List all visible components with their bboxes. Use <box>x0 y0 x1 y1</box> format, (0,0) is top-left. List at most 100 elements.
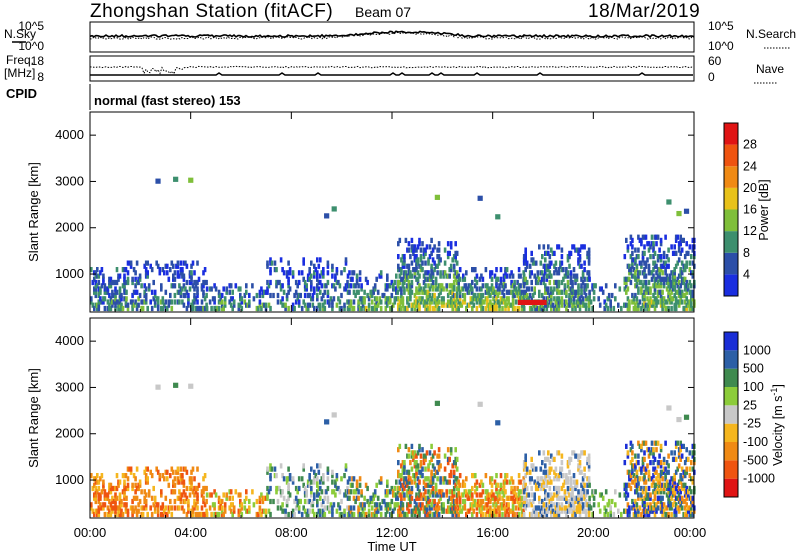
power-cell <box>545 296 549 302</box>
power-cell <box>493 302 497 308</box>
power-cell <box>131 305 134 312</box>
velocity-cell <box>199 511 202 518</box>
velocity-cell <box>269 511 272 518</box>
velocity-cell <box>434 492 438 498</box>
power-cell <box>673 273 676 279</box>
power-cell <box>481 305 485 312</box>
velocity-cell <box>647 505 651 511</box>
power-cell <box>331 263 334 269</box>
velocity-cell <box>258 498 262 505</box>
velocity-cell <box>124 505 128 511</box>
velocity-cell <box>443 476 447 482</box>
velocity-cell <box>560 502 564 508</box>
velocity-cell <box>556 511 559 518</box>
velocity-cell <box>303 498 307 505</box>
velocity-cell <box>193 502 196 508</box>
velocity-cell <box>179 473 183 479</box>
velocity-cell <box>649 495 652 501</box>
power-cell <box>302 276 305 282</box>
power-cell <box>261 302 265 308</box>
power-cell <box>489 273 492 279</box>
power-cell <box>458 267 462 273</box>
power-cell <box>679 250 682 256</box>
power-cell <box>674 263 678 269</box>
power-cell <box>586 270 589 276</box>
power-cell <box>188 270 192 276</box>
velocity-cell <box>679 505 682 511</box>
power-cell <box>424 283 427 289</box>
power-cell <box>490 302 494 308</box>
velocity-cell <box>152 502 155 508</box>
velocity-cell <box>102 502 105 508</box>
power-cell <box>481 276 485 282</box>
velocity-cell <box>316 463 319 469</box>
velocity-cell <box>679 489 682 495</box>
velocity-cell <box>683 505 687 511</box>
power-cell <box>640 241 643 247</box>
power-cell <box>390 279 394 286</box>
velocity-cell <box>688 505 692 511</box>
velocity-cell <box>367 502 371 508</box>
power-cell <box>525 296 529 302</box>
velocity-cell <box>437 466 441 472</box>
velocity-cell <box>96 511 99 518</box>
power-cell <box>291 302 295 308</box>
power-cell <box>644 273 648 279</box>
power-cell <box>513 292 516 299</box>
power-cell <box>167 299 171 305</box>
power-cell <box>320 296 324 302</box>
velocity-cell <box>149 469 152 475</box>
power-cell <box>108 302 111 308</box>
power-cell <box>569 289 573 295</box>
power-cell <box>687 250 690 256</box>
velocity-cell <box>427 511 430 518</box>
velocity-cell <box>667 489 670 495</box>
power-cell <box>687 286 690 292</box>
velocity-cell <box>462 505 465 511</box>
power-cell <box>102 273 105 279</box>
power-cell <box>114 299 117 305</box>
velocity-cell <box>401 508 405 514</box>
power-cell <box>677 289 681 295</box>
velocity-cell <box>557 450 561 456</box>
velocity-cell <box>415 463 418 469</box>
power-cell <box>577 247 580 253</box>
velocity-cell <box>229 508 233 514</box>
velocity-cell <box>545 456 549 462</box>
power-cell <box>577 260 580 266</box>
velocity-cell <box>489 476 492 482</box>
power-cell <box>344 257 348 263</box>
power-cell <box>288 286 292 292</box>
velocity-cell <box>166 476 169 482</box>
velocity-cell <box>288 476 292 482</box>
power-cell <box>166 270 169 276</box>
power-cell <box>647 289 651 295</box>
power-cell <box>334 286 337 292</box>
velocity-cell <box>559 469 562 475</box>
power-cell <box>634 302 637 308</box>
velocity-cell <box>364 511 368 518</box>
velocity-cell <box>331 508 334 514</box>
power-cell <box>445 283 448 289</box>
velocity-cell <box>386 482 389 488</box>
velocity-cell <box>632 502 636 508</box>
power-cell <box>544 289 547 295</box>
velocity-cell <box>632 473 636 479</box>
velocity-cell <box>161 473 165 479</box>
velocity-cell <box>670 450 673 456</box>
power-cell <box>462 286 465 292</box>
velocity-cell <box>190 476 193 482</box>
velocity-cell <box>306 508 310 514</box>
velocity-cell <box>487 492 491 498</box>
power-cell <box>652 260 655 266</box>
power-cell <box>471 299 474 305</box>
velocity-cell <box>452 489 456 495</box>
power-cell <box>587 250 591 256</box>
power-cell <box>659 292 663 299</box>
power-cell <box>96 302 99 308</box>
velocity-cell <box>106 505 110 511</box>
colorbar-tick-label: 100 <box>743 380 764 394</box>
velocity-cell <box>487 511 491 518</box>
velocity-cell <box>135 511 139 518</box>
power-cell <box>505 267 509 273</box>
